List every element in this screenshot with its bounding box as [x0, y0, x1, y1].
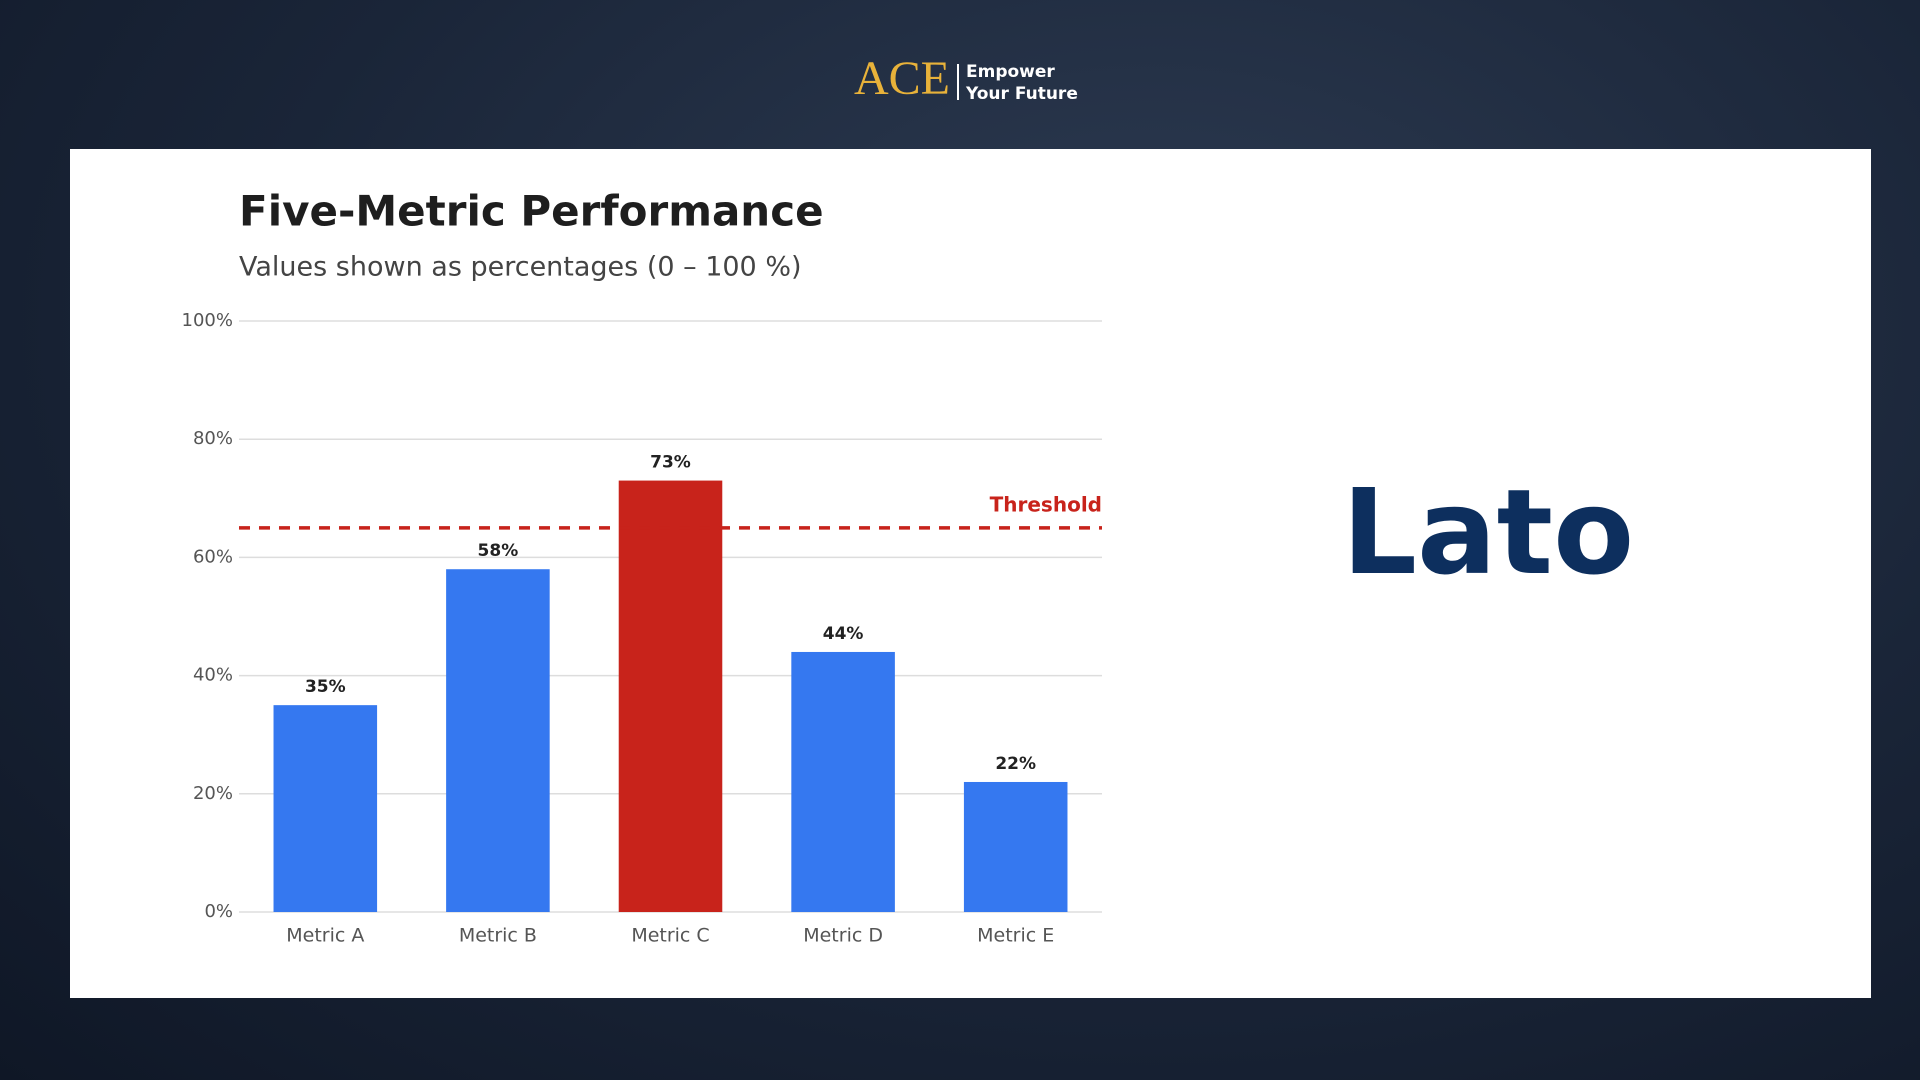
tagline: Your Future [965, 84, 1078, 104]
value-label: 44% [823, 624, 864, 644]
x-tick-label: Metric E [977, 925, 1054, 947]
chart-subtitle: Values shown as percentages (0 – 100 %) [239, 252, 802, 283]
x-tick-label: Metric C [631, 925, 709, 947]
value-label: 73% [650, 453, 691, 473]
bar [791, 651, 895, 912]
x-tick-label: Metric D [803, 925, 883, 947]
y-tick-label: 0% [204, 901, 233, 922]
y-tick-label: 80% [193, 428, 233, 449]
font-name: Lato [1342, 463, 1634, 601]
x-tick-label: Metric A [286, 925, 364, 947]
bar [273, 705, 378, 912]
chart-title: Five-Metric Performance [239, 187, 824, 236]
value-label: 58% [478, 541, 519, 561]
bar [446, 569, 550, 912]
threshold-label: Threshold [990, 492, 1102, 516]
value-label: 35% [305, 677, 346, 697]
bar [963, 781, 1068, 912]
value-label: 22% [995, 754, 1036, 774]
x-tick-label: Metric B [459, 925, 537, 947]
tagline: Empower [966, 62, 1055, 82]
y-tick-label: 20% [193, 783, 233, 804]
logo: ACE [854, 52, 950, 105]
y-tick-label: 40% [193, 665, 233, 686]
y-tick-label: 100% [182, 310, 233, 331]
y-tick-label: 60% [193, 546, 233, 567]
bar [618, 480, 723, 912]
